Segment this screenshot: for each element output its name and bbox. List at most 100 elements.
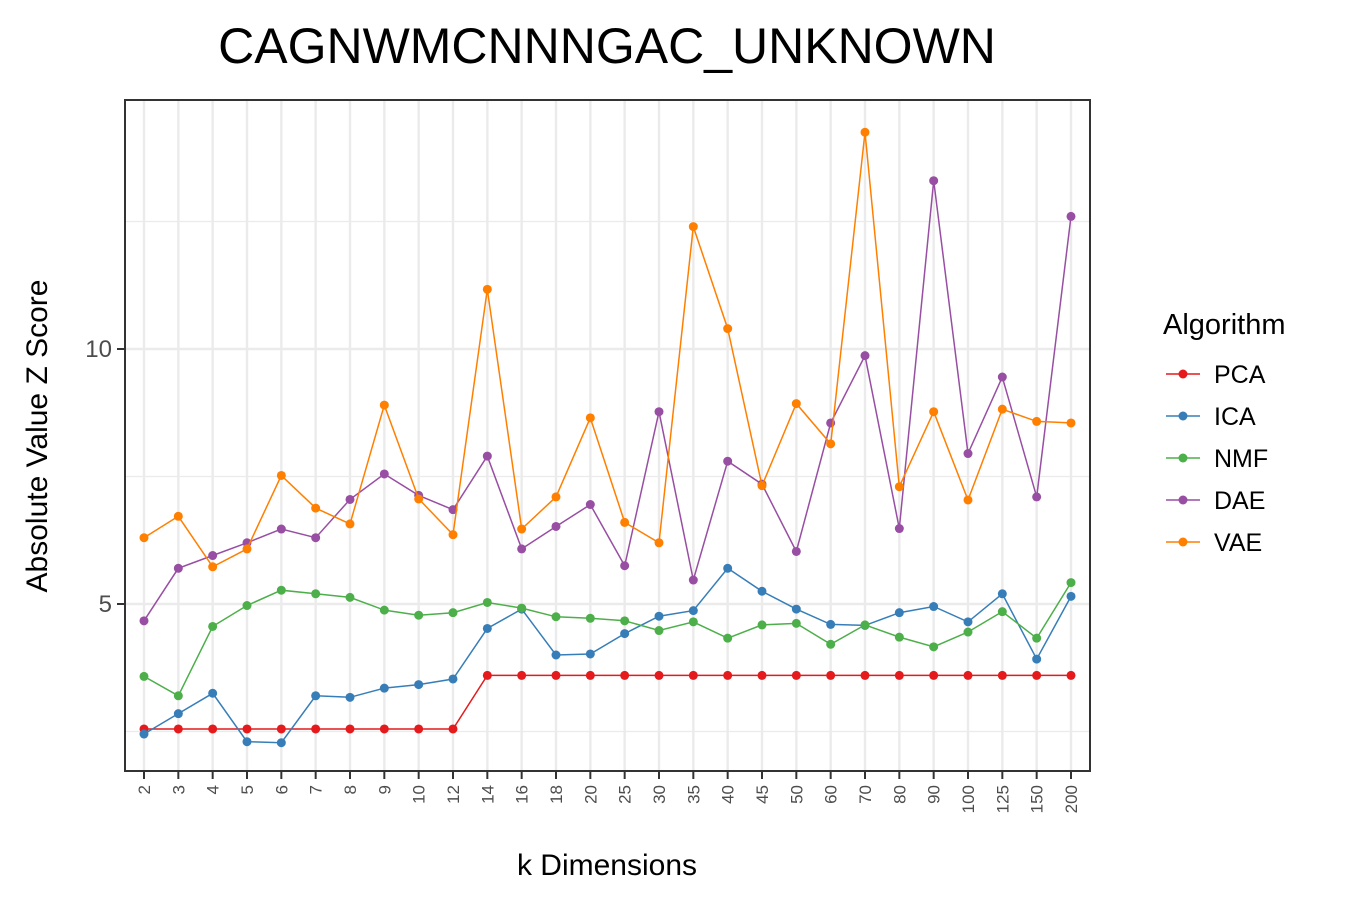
data-point-dae — [963, 449, 973, 459]
data-point-dae — [139, 616, 149, 626]
x-tick-label: 3 — [169, 785, 188, 794]
data-point-nmf — [654, 626, 664, 636]
data-point-ica — [551, 650, 561, 660]
data-point-ica — [826, 619, 836, 629]
data-point-pca — [276, 724, 286, 734]
data-point-nmf — [414, 610, 424, 620]
data-point-nmf — [311, 589, 321, 599]
data-point-dae — [585, 500, 595, 510]
data-point-dae — [929, 176, 939, 186]
data-point-nmf — [517, 603, 527, 613]
data-point-dae — [654, 407, 664, 417]
data-point-pca — [1066, 670, 1076, 680]
x-tick-label: 16 — [513, 785, 532, 804]
series-line-nmf — [143, 582, 1072, 697]
legend-label-pca: PCA — [1214, 361, 1266, 389]
data-point-ica — [311, 691, 321, 701]
data-point-dae — [1066, 211, 1076, 221]
data-point-vae — [860, 127, 870, 137]
data-point-dae — [208, 551, 218, 561]
data-point-ica — [345, 692, 355, 702]
legend-label-dae: DAE — [1214, 487, 1265, 515]
x-tick-label: 2 — [135, 785, 154, 794]
data-point-ica — [791, 604, 801, 614]
data-point-nmf — [688, 617, 698, 627]
data-point-vae — [620, 517, 630, 527]
series-layer — [139, 127, 1076, 748]
x-tick-label: 4 — [204, 785, 223, 794]
data-point-vae — [448, 530, 458, 540]
y-axis-title: Absolute Value Z Score — [21, 280, 54, 593]
series-line-vae — [143, 132, 1072, 568]
data-point-dae — [723, 456, 733, 466]
plot-border — [124, 99, 1091, 772]
data-point-ica — [276, 738, 286, 748]
data-point-pca — [345, 724, 355, 734]
legend-label-vae: VAE — [1214, 529, 1262, 557]
data-point-nmf — [1032, 633, 1042, 643]
data-point-dae — [791, 546, 801, 556]
data-point-pca — [448, 724, 458, 734]
data-point-nmf — [276, 585, 286, 595]
data-point-nmf — [551, 612, 561, 622]
grid-major — [125, 100, 1090, 771]
x-tick-label: 5 — [238, 785, 257, 794]
data-point-nmf — [448, 608, 458, 618]
data-point-vae — [929, 407, 939, 417]
data-point-nmf — [379, 605, 389, 615]
data-point-pca — [208, 724, 218, 734]
data-point-vae — [414, 494, 424, 504]
x-tick-label: 12 — [444, 785, 463, 804]
data-point-vae — [345, 519, 355, 529]
legend-key-point-dae — [1178, 495, 1188, 505]
data-point-pca — [688, 670, 698, 680]
data-point-pca — [791, 670, 801, 680]
data-point-pca — [1032, 670, 1042, 680]
data-point-dae — [997, 372, 1007, 382]
data-point-nmf — [929, 642, 939, 652]
data-point-nmf — [894, 632, 904, 642]
data-point-ica — [242, 737, 252, 747]
data-point-pca — [379, 724, 389, 734]
data-point-ica — [997, 589, 1007, 599]
x-tick-label: 9 — [375, 785, 394, 794]
data-point-ica — [654, 611, 664, 621]
data-point-vae — [757, 481, 767, 491]
data-point-nmf — [791, 618, 801, 628]
x-tick-label: 10 — [410, 785, 429, 804]
x-tick-label: 18 — [547, 785, 566, 804]
x-tick-label: 20 — [581, 785, 600, 804]
data-point-pca — [482, 670, 492, 680]
data-point-ica — [208, 688, 218, 698]
x-tick-label: 35 — [684, 785, 703, 804]
data-point-dae — [379, 469, 389, 479]
data-point-nmf — [723, 633, 733, 643]
series-line-dae — [143, 180, 1072, 622]
data-point-nmf — [345, 592, 355, 602]
data-point-dae — [276, 524, 286, 534]
data-point-dae — [345, 494, 355, 504]
data-point-pca — [585, 670, 595, 680]
legend-key-point-nmf — [1178, 453, 1188, 463]
data-point-vae — [1066, 418, 1076, 428]
legend-key-point-vae — [1178, 537, 1188, 547]
data-point-pca — [517, 670, 527, 680]
data-point-ica — [139, 729, 149, 739]
legend: Algorithm PCA ICA NMF DAE VAE — [1163, 309, 1286, 557]
data-point-dae — [551, 521, 561, 531]
x-axis: 2 3 4 5 6 7 8 9 10 12 14 16 18 20 25 30 35 40 45 50 60 70 80 90… — [135, 771, 1081, 813]
data-point-vae — [551, 492, 561, 502]
data-point-vae — [173, 511, 183, 521]
x-tick-label: 40 — [719, 785, 738, 804]
data-point-ica — [585, 649, 595, 659]
data-point-nmf — [757, 620, 767, 630]
data-point-nmf — [620, 616, 630, 626]
data-point-nmf — [208, 621, 218, 631]
data-point-nmf — [860, 620, 870, 630]
data-point-ica — [894, 608, 904, 618]
y-axis: 5 10 — [85, 336, 125, 618]
data-point-pca — [826, 670, 836, 680]
data-point-dae — [448, 505, 458, 515]
x-tick-label: 100 — [959, 785, 978, 813]
data-point-vae — [276, 470, 286, 480]
